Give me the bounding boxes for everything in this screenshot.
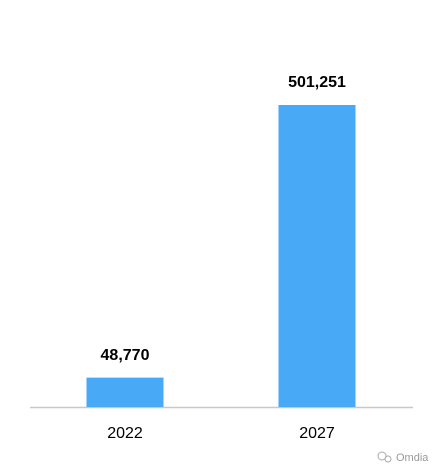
bar: [278, 105, 356, 407]
value-label: 501,251: [288, 74, 346, 91]
value-label: 48,770: [101, 347, 150, 364]
watermark: Omdia: [396, 452, 429, 464]
x-tick-label: 2027: [299, 425, 335, 442]
bar: [86, 377, 164, 407]
x-tick-label: 2022: [107, 425, 143, 442]
watermark-icon: [377, 451, 392, 463]
